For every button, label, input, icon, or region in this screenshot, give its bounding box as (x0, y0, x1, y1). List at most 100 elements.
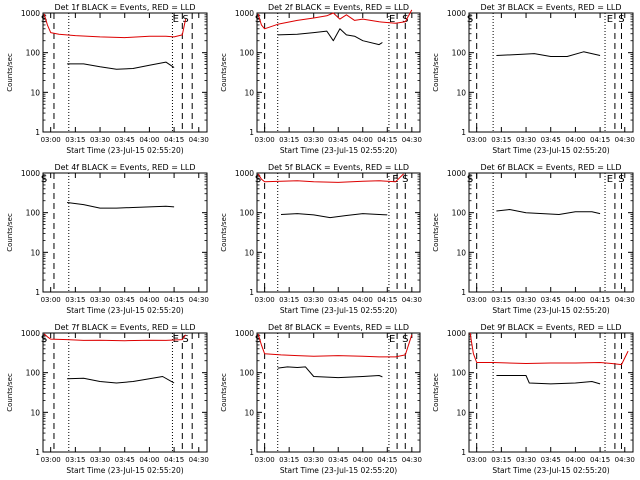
marker-s: S (182, 334, 188, 345)
marker-s: S (255, 14, 261, 25)
x-tick-label: 04:15 (377, 456, 397, 464)
y-axis-label: Counts/sec (6, 53, 14, 92)
y-tick-label: 10 (456, 88, 466, 97)
chart-title: Det 4f BLACK = Events, RED = LLD (54, 163, 195, 172)
y-tick-label: 10 (456, 408, 466, 417)
x-tick-label: 04:00 (565, 136, 585, 144)
x-axis-label: Start Time (23-Jul-15 02:55:20) (492, 306, 609, 315)
y-axis-label: Counts/sec (6, 213, 14, 252)
x-tick-label: 04:30 (189, 296, 209, 304)
chart-panel: Det 7f BLACK = Events, RED = LLD Counts/s… (6, 323, 209, 475)
x-tick-label: 03:15 (65, 136, 85, 144)
x-axis-label: Start Time (23-Jul-15 02:55:20) (66, 306, 183, 315)
x-tick-label: 03:30 (304, 296, 324, 304)
y-axis-label: Counts/sec (432, 373, 440, 412)
x-tick-label: 04:30 (615, 136, 635, 144)
x-tick-label: 03:45 (328, 456, 348, 464)
y-tick-label: 1000 (447, 169, 466, 178)
y-tick-label: 100 (452, 49, 467, 58)
marker-s: S (402, 14, 408, 25)
y-tick-label: 10 (456, 248, 466, 257)
x-tick-label: 04:15 (590, 296, 610, 304)
marker-s: S (402, 334, 408, 345)
x-tick-label: 04:30 (402, 456, 422, 464)
y-axis-label: Counts/sec (220, 213, 228, 252)
x-tick-label: 03:45 (328, 136, 348, 144)
y-axis-label: Counts/sec (220, 53, 228, 92)
y-tick-label: 10 (244, 248, 254, 257)
y-tick-label: 1000 (235, 329, 254, 338)
x-tick-label: 04:00 (353, 456, 373, 464)
x-tick-label: 04:00 (139, 296, 159, 304)
x-tick-label: 03:30 (516, 456, 536, 464)
x-tick-label: 04:00 (139, 136, 159, 144)
x-tick-label: 04:30 (402, 136, 422, 144)
x-tick-label: 04:00 (139, 456, 159, 464)
marker-s: S (255, 334, 261, 345)
x-tick-label: 03:15 (491, 456, 511, 464)
x-tick-label: 03:30 (304, 456, 324, 464)
chart-title: Det 8f BLACK = Events, RED = LLD (268, 323, 409, 332)
lld-series-line (43, 333, 187, 342)
y-axis-label: Counts/sec (432, 53, 440, 92)
x-tick-label: 04:15 (164, 296, 184, 304)
y-tick-label: 1 (35, 288, 40, 297)
chart-panel: Det 4f BLACK = Events, RED = LLD Counts/s… (6, 163, 209, 315)
x-tick-label: 04:30 (615, 296, 635, 304)
x-tick-label: 03:00 (467, 136, 487, 144)
y-tick-label: 100 (26, 49, 41, 58)
x-tick-label: 04:15 (164, 136, 184, 144)
y-tick-label: 100 (26, 369, 41, 378)
x-tick-label: 04:30 (189, 136, 209, 144)
x-tick-label: 03:30 (90, 296, 110, 304)
x-tick-label: 03:45 (115, 456, 135, 464)
events-series-line (496, 209, 601, 215)
chart-title: Det 2f BLACK = Events, RED = LLD (268, 3, 409, 12)
x-tick-label: 04:30 (402, 296, 422, 304)
x-tick-label: 03:45 (328, 296, 348, 304)
marker-e: E (607, 14, 613, 25)
x-tick-label: 03:00 (41, 456, 61, 464)
y-tick-label: 100 (452, 209, 467, 218)
x-tick-label: 03:30 (90, 456, 110, 464)
plot-frame (256, 172, 421, 293)
x-tick-label: 04:00 (353, 296, 373, 304)
y-tick-label: 1 (249, 288, 254, 297)
x-tick-label: 03:45 (541, 296, 561, 304)
y-tick-label: 1000 (21, 329, 40, 338)
y-tick-label: 1000 (235, 169, 254, 178)
chart-title: Det 7f BLACK = Events, RED = LLD (54, 323, 195, 332)
x-tick-label: 03:45 (541, 136, 561, 144)
y-axis-label: Counts/sec (432, 213, 440, 252)
x-tick-label: 04:15 (377, 136, 397, 144)
x-tick-label: 03:15 (491, 136, 511, 144)
x-axis-label: Start Time (23-Jul-15 02:55:20) (280, 146, 397, 155)
x-tick-label: 03:15 (279, 296, 299, 304)
x-tick-label: 03:30 (516, 296, 536, 304)
y-tick-label: 100 (240, 49, 255, 58)
x-tick-label: 03:15 (279, 456, 299, 464)
lld-series-line (257, 173, 404, 183)
plot-frame (42, 172, 208, 293)
y-tick-label: 10 (30, 88, 40, 97)
marker-e: E (389, 334, 395, 345)
x-tick-label: 03:30 (304, 136, 324, 144)
x-axis-label: Start Time (23-Jul-15 02:55:20) (280, 466, 397, 475)
chart-title: Det 1f BLACK = Events, RED = LLD (54, 3, 195, 12)
x-tick-label: 04:15 (164, 456, 184, 464)
x-tick-label: 04:15 (590, 456, 610, 464)
x-tick-label: 03:45 (541, 456, 561, 464)
events-series-line (496, 375, 601, 385)
y-tick-label: 1 (35, 448, 40, 457)
chart-panel: Det 3f BLACK = Events, RED = LLD Counts/s… (432, 3, 635, 155)
y-tick-label: 10 (30, 408, 40, 417)
plot-frame (256, 332, 421, 453)
y-tick-label: 100 (452, 369, 467, 378)
x-tick-label: 03:15 (65, 456, 85, 464)
x-tick-label: 03:15 (491, 296, 511, 304)
x-tick-label: 03:00 (467, 456, 487, 464)
y-axis-label: Counts/sec (220, 373, 228, 412)
x-tick-label: 03:15 (65, 296, 85, 304)
chart-panel: Det 9f BLACK = Events, RED = LLD Counts/s… (432, 323, 635, 475)
